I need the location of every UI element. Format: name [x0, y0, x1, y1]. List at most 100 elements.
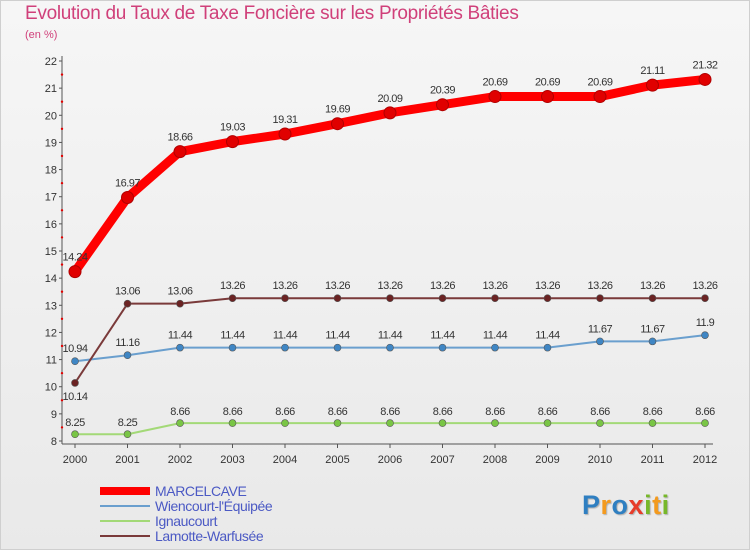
data-point [386, 343, 394, 352]
chart-title: Evolution du Taux de Taxe Foncière sur l… [25, 3, 519, 24]
y-minor-tick [60, 263, 64, 266]
data-point [701, 294, 709, 303]
data-label: 20.69 [482, 77, 507, 89]
data-label: 19.31 [272, 114, 297, 126]
logo-letter: x [628, 490, 645, 520]
y-minor-tick [60, 209, 64, 212]
data-point [541, 90, 554, 104]
data-point [173, 145, 187, 159]
data-label: 11.44 [325, 330, 350, 342]
y-tick-label: 9 [51, 409, 57, 421]
data-point [543, 343, 552, 352]
data-label: 13.26 [430, 280, 455, 292]
data-label: 13.26 [587, 280, 612, 292]
data-point [123, 430, 132, 439]
data-point [333, 419, 342, 427]
data-label: 13.26 [535, 280, 560, 292]
x-tick-label: 2011 [641, 454, 665, 466]
data-point [71, 379, 79, 387]
logo-letter: t [652, 490, 662, 520]
data-point [176, 299, 184, 308]
y-tick-label: 15 [45, 246, 57, 258]
x-tick-label: 2006 [378, 454, 402, 466]
x-tick-label: 2005 [325, 454, 349, 466]
data-point [333, 343, 342, 352]
y-tick-label: 13 [45, 300, 57, 312]
data-point [333, 294, 342, 303]
data-point [438, 343, 447, 352]
y-minor-tick [60, 127, 64, 131]
data-point [648, 419, 657, 427]
data-point [278, 127, 292, 141]
data-point [543, 419, 552, 427]
y-tick-label: 11 [46, 355, 57, 367]
y-minor-tick [60, 371, 64, 375]
data-point [123, 351, 132, 360]
data-label: 21.32 [692, 59, 717, 71]
data-label: 19.69 [325, 104, 350, 116]
y-minor-tick [60, 317, 64, 321]
data-label: 16.97 [115, 178, 140, 190]
y-tick-label: 19 [45, 137, 57, 149]
data-point [228, 294, 237, 303]
data-label: 8.66 [485, 406, 505, 418]
data-label: 8.66 [538, 406, 558, 418]
logo-letter: i [644, 490, 653, 520]
legend-swatch [100, 535, 150, 537]
data-point [386, 294, 394, 303]
data-point [281, 419, 289, 427]
x-tick-label: 2010 [588, 454, 612, 466]
data-point [491, 343, 499, 352]
y-tick-label: 12 [45, 327, 57, 339]
data-point [648, 337, 657, 346]
data-label: 20.69 [587, 77, 612, 89]
data-label: 10.94 [62, 343, 87, 355]
data-label: 20.39 [430, 85, 455, 97]
data-label: 11.44 [273, 330, 298, 342]
unit-label: (en %) [25, 29, 58, 41]
y-minor-tick [60, 100, 64, 103]
data-point [386, 419, 394, 427]
data-point [123, 299, 132, 308]
data-label: 13.26 [692, 280, 717, 292]
data-label: 8.66 [223, 406, 243, 418]
data-point [648, 294, 657, 303]
data-point [68, 265, 82, 279]
data-point [701, 419, 709, 427]
y-tick-label: 22 [45, 56, 57, 68]
x-tick-label: 2001 [115, 454, 139, 466]
data-point [491, 294, 499, 303]
data-point [281, 343, 289, 352]
data-point [438, 294, 447, 303]
data-point [176, 419, 184, 427]
data-label: 8.66 [643, 406, 663, 418]
data-label: 8.66 [433, 406, 453, 418]
data-point [176, 343, 184, 352]
data-label: 10.14 [62, 391, 87, 403]
data-point [698, 72, 712, 86]
data-label: 13.06 [167, 286, 192, 298]
y-tick-label: 8 [51, 436, 57, 448]
data-point [228, 343, 237, 352]
y-tick-label: 16 [45, 219, 57, 231]
data-point [646, 78, 659, 92]
data-label: 11.44 [168, 330, 193, 342]
data-point [701, 331, 709, 339]
logo-letter: o [611, 490, 629, 520]
data-label: 11.44 [378, 330, 403, 342]
data-label: 13.26 [272, 280, 297, 292]
x-tick-label: 2008 [483, 454, 507, 466]
data-label: 8.66 [275, 406, 295, 418]
data-label: 20.09 [377, 93, 402, 105]
data-point [596, 419, 604, 427]
legend-label: Lamotte-Warfusée [155, 528, 264, 544]
x-tick-label: 2000 [63, 454, 87, 466]
y-tick-label: 18 [45, 165, 57, 177]
legend-swatch [100, 505, 150, 507]
y-minor-tick [60, 154, 64, 158]
data-label: 8.25 [118, 417, 138, 429]
data-label: 8.66 [590, 406, 610, 418]
data-label: 11.67 [640, 323, 665, 335]
legend-label: MARCELCAVE [155, 483, 247, 499]
